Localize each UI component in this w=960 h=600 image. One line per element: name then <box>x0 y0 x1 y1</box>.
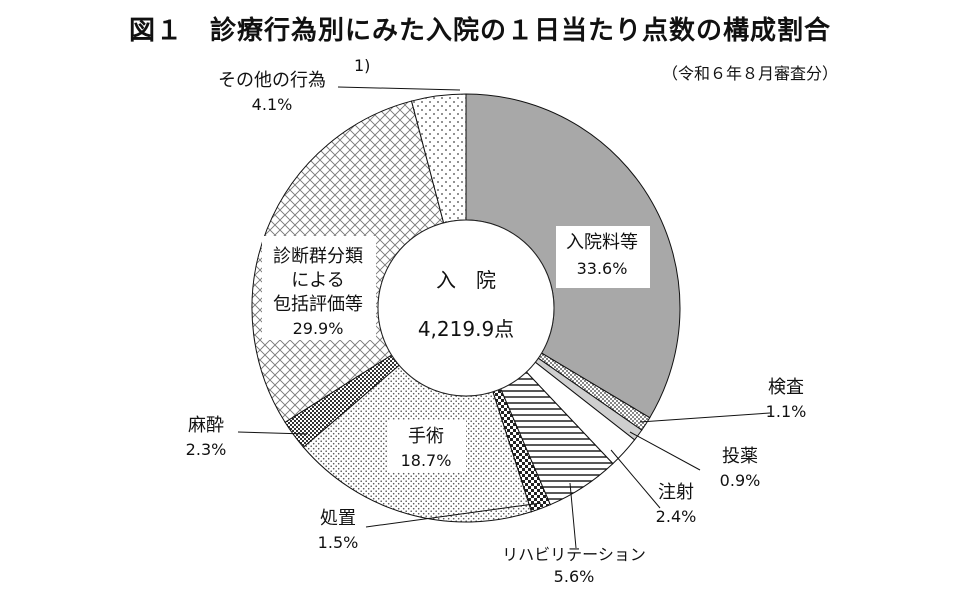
leader-line-kensa <box>639 412 771 423</box>
leader-line-other <box>337 86 461 91</box>
slice-value-other: 4.1% <box>252 95 293 114</box>
slice-label-shujutsu: 手術 <box>408 426 444 447</box>
slice-label-chusha: 注射 <box>658 482 694 503</box>
slice-label-shochi: 処置 <box>320 508 356 529</box>
slice-value-toyaku: 0.9% <box>720 471 761 490</box>
leader-line-chusha <box>610 449 661 509</box>
leader-line-reha <box>569 482 577 549</box>
leader-line-toyaku <box>629 431 701 471</box>
slice-label-dpc-line3: 包括評価等 <box>273 294 363 315</box>
center-label: 入 院 <box>436 268 496 292</box>
label-bg-dpc <box>262 236 376 340</box>
slice-value-masui: 2.3% <box>186 440 227 459</box>
slice-label-nyuin: 入院料等 <box>566 232 638 253</box>
chart-title: 図１ 診療行為別にみた入院の１日当たり点数の構成割合 <box>128 16 831 46</box>
chart-subtitle: （令和６年８月審査分） <box>662 64 839 83</box>
slice-label-kensa: 検査 <box>768 377 804 398</box>
leader-line-shochi <box>365 502 542 528</box>
slice-value-kensa: 1.1% <box>766 402 807 421</box>
leader-line-masui <box>237 431 308 435</box>
slice-label-dpc-line1: 診断群分類 <box>273 246 363 267</box>
label-bg-shujutsu <box>388 420 466 472</box>
label-bg-nyuin <box>556 226 650 288</box>
slice-value-nyuin: 33.6% <box>577 259 628 278</box>
slice-label-masui: 麻酔 <box>188 415 224 436</box>
slice-label-toyaku: 投薬 <box>722 446 758 467</box>
slice-value-shochi: 1.5% <box>318 533 359 552</box>
donut-hole <box>377 219 555 397</box>
note-marker: 1) <box>354 56 370 75</box>
slice-label-reha: リハビリテーション <box>502 545 646 564</box>
slice-value-dpc: 29.9% <box>293 319 344 338</box>
slice-label-dpc-line2: による <box>291 270 344 291</box>
slice-value-chusha: 2.4% <box>656 507 697 526</box>
slice-label-other: その他の行為 <box>218 70 326 91</box>
slice-value-reha: 5.6% <box>554 567 595 586</box>
slice-value-shujutsu: 18.7% <box>401 451 452 470</box>
center-total: 4,219.9点 <box>418 317 514 341</box>
